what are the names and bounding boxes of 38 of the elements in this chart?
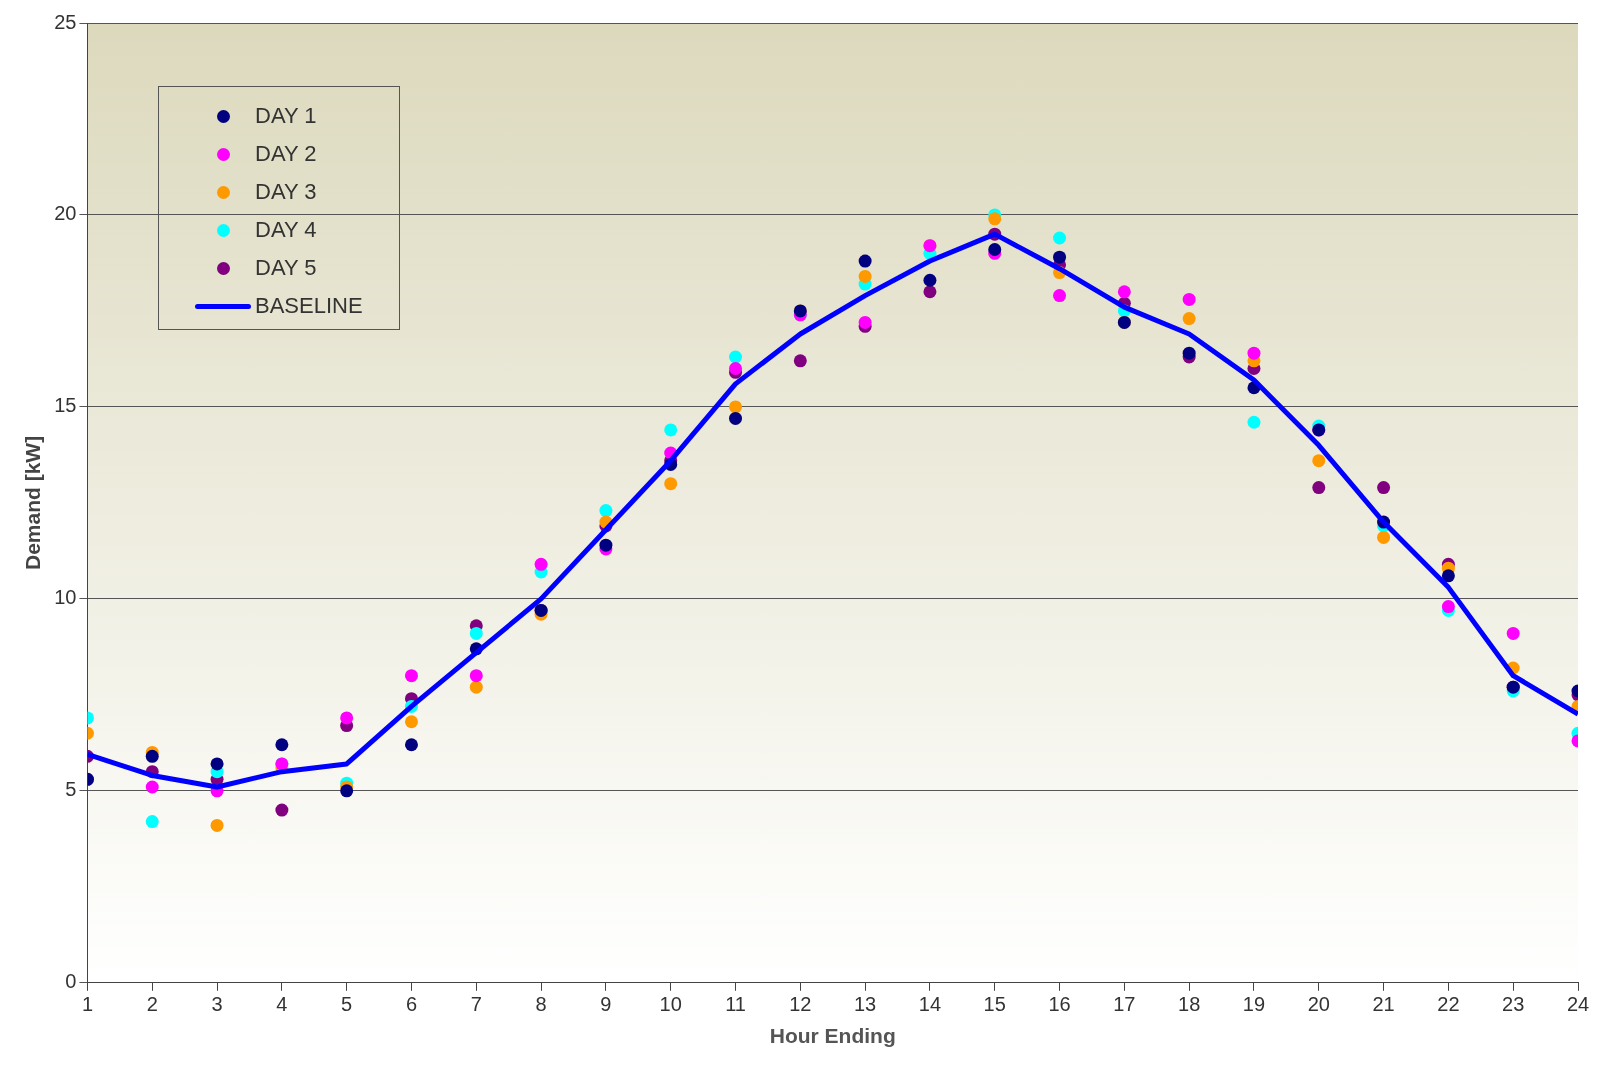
- y-tick-label: 25: [54, 10, 77, 33]
- x-tick-label: 3: [211, 993, 223, 1016]
- x-tick-label: 12: [789, 993, 812, 1016]
- x-tick-label: 6: [405, 993, 418, 1016]
- legend-label: DAY 4: [255, 217, 317, 243]
- x-tick-label: 8: [535, 993, 547, 1016]
- x-tick-label: 4: [276, 993, 288, 1016]
- x-tick-label: 11: [725, 993, 746, 1016]
- legend-label: DAY 5: [255, 255, 317, 281]
- x-tick-label: 17: [1113, 993, 1136, 1016]
- x-tick-label: 13: [854, 993, 877, 1016]
- x-axis-title: Hour Ending: [769, 1024, 896, 1048]
- x-tick-label: 19: [1242, 993, 1266, 1016]
- y-tick-label: 20: [54, 202, 77, 225]
- x-tick-label: 15: [983, 993, 1006, 1016]
- y-tick-label: 10: [54, 586, 77, 609]
- x-tick-label: 10: [659, 993, 682, 1016]
- y-tick-label: 5: [65, 778, 77, 801]
- x-tick-label: 22: [1437, 993, 1460, 1016]
- legend-label: BASELINE: [255, 293, 363, 319]
- x-tick-label: 21: [1372, 993, 1395, 1016]
- x-tick-label: 1: [81, 993, 94, 1016]
- x-tick-label: 20: [1307, 993, 1330, 1016]
- x-tick-label: 23: [1502, 993, 1525, 1016]
- x-tick-label: 9: [600, 993, 612, 1016]
- x-tick-label: 2: [146, 993, 158, 1016]
- y-axis-title: Demand [kW]: [21, 435, 45, 570]
- x-tick-label: 16: [1048, 993, 1071, 1016]
- legend-label: DAY 2: [255, 141, 317, 167]
- x-tick-label: 5: [341, 993, 353, 1016]
- y-tick-label: 0: [65, 970, 77, 993]
- y-tick-label: 15: [54, 394, 77, 417]
- legend-label: DAY 1: [255, 103, 317, 129]
- x-tick-label: 18: [1178, 993, 1201, 1016]
- legend-label: DAY 3: [255, 179, 317, 205]
- x-tick-label: 7: [470, 993, 482, 1016]
- x-tick-label: 24: [1566, 993, 1590, 1016]
- x-tick-label: 14: [918, 993, 942, 1016]
